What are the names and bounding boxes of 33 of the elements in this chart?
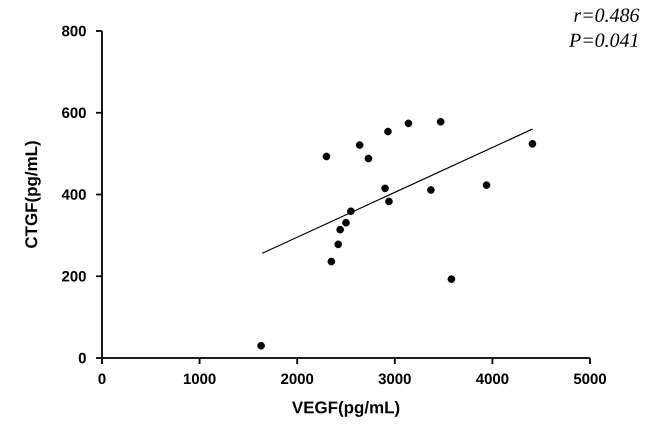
y-tick-label: 0	[78, 352, 86, 364]
text: r=0.486	[574, 8, 640, 22]
point	[364, 154, 372, 162]
point	[436, 118, 444, 126]
point	[427, 186, 435, 194]
y-axis-title: CTGF(pg/mL)	[24, 141, 41, 248]
point	[404, 120, 412, 128]
y-tick-label: 200	[62, 270, 86, 282]
point	[384, 128, 392, 136]
y-tick-label: 600	[62, 107, 86, 118]
point	[336, 226, 344, 234]
y-tick-label: 400	[62, 189, 86, 200]
x-tick-label: 1000	[184, 374, 216, 384]
point	[528, 140, 536, 148]
point	[448, 275, 456, 283]
point	[334, 240, 342, 248]
point	[385, 198, 393, 206]
x-tick-label: 0	[98, 374, 106, 384]
x-axis-title: VEGF(pg/mL)	[292, 400, 400, 417]
x-tick-label: 3000	[378, 374, 411, 384]
x-tick-label: 4000	[476, 374, 508, 384]
point	[347, 207, 355, 216]
point	[356, 141, 364, 149]
point	[482, 181, 490, 189]
point	[257, 342, 265, 350]
point	[342, 218, 350, 227]
x-tick-label: 2000	[281, 374, 314, 384]
point	[322, 152, 330, 160]
y-tick-label: 800	[62, 26, 86, 36]
x-tick-label: 5000	[574, 374, 606, 384]
annotation: P=0.041	[568, 34, 638, 48]
point	[328, 258, 336, 266]
point	[381, 184, 389, 192]
